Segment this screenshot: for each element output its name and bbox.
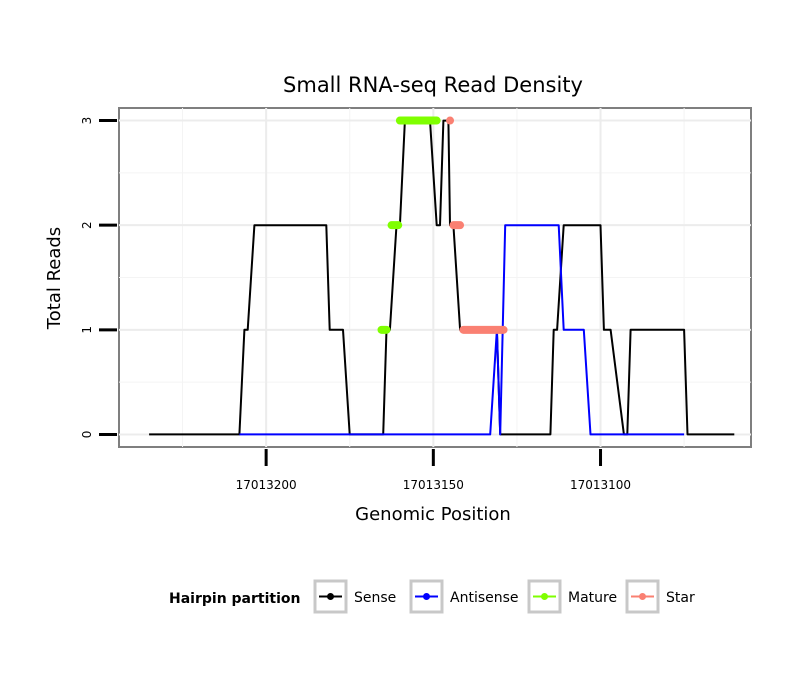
- legend-label-star: Star: [666, 590, 695, 606]
- y-tick-label: 0: [80, 431, 94, 439]
- legend-title: Hairpin partition: [169, 591, 300, 607]
- x-tick-label: 17013200: [236, 478, 297, 492]
- legend-key-point-mature: [541, 593, 548, 600]
- series-antisense-line: [239, 224, 685, 436]
- data-series: [149, 116, 735, 436]
- x-axis-label: Genomic Position: [355, 504, 511, 525]
- legend-key-point-sense: [327, 593, 334, 600]
- legend-label-mature: Mature: [568, 590, 617, 606]
- legend-key-point-star: [639, 593, 646, 600]
- y-tick-label: 1: [80, 326, 94, 334]
- legend-label-sense: Sense: [354, 590, 396, 606]
- legend-key-point-antisense: [423, 593, 430, 600]
- y-tick-label: 3: [80, 117, 94, 125]
- x-tick-label: 17013100: [570, 478, 631, 492]
- y-axis-label: Total Reads: [44, 227, 65, 330]
- legend: Hairpin partition Sense Antisense Mature St…: [169, 579, 695, 614]
- legend-label-antisense: Antisense: [450, 590, 519, 606]
- axes: 0 1 2 3 17013200 17013150 17013100: [80, 117, 631, 492]
- y-tick-label: 2: [80, 221, 94, 229]
- chart-title: Small RNA-seq Read Density: [283, 73, 583, 97]
- x-tick-label: 17013150: [403, 478, 464, 492]
